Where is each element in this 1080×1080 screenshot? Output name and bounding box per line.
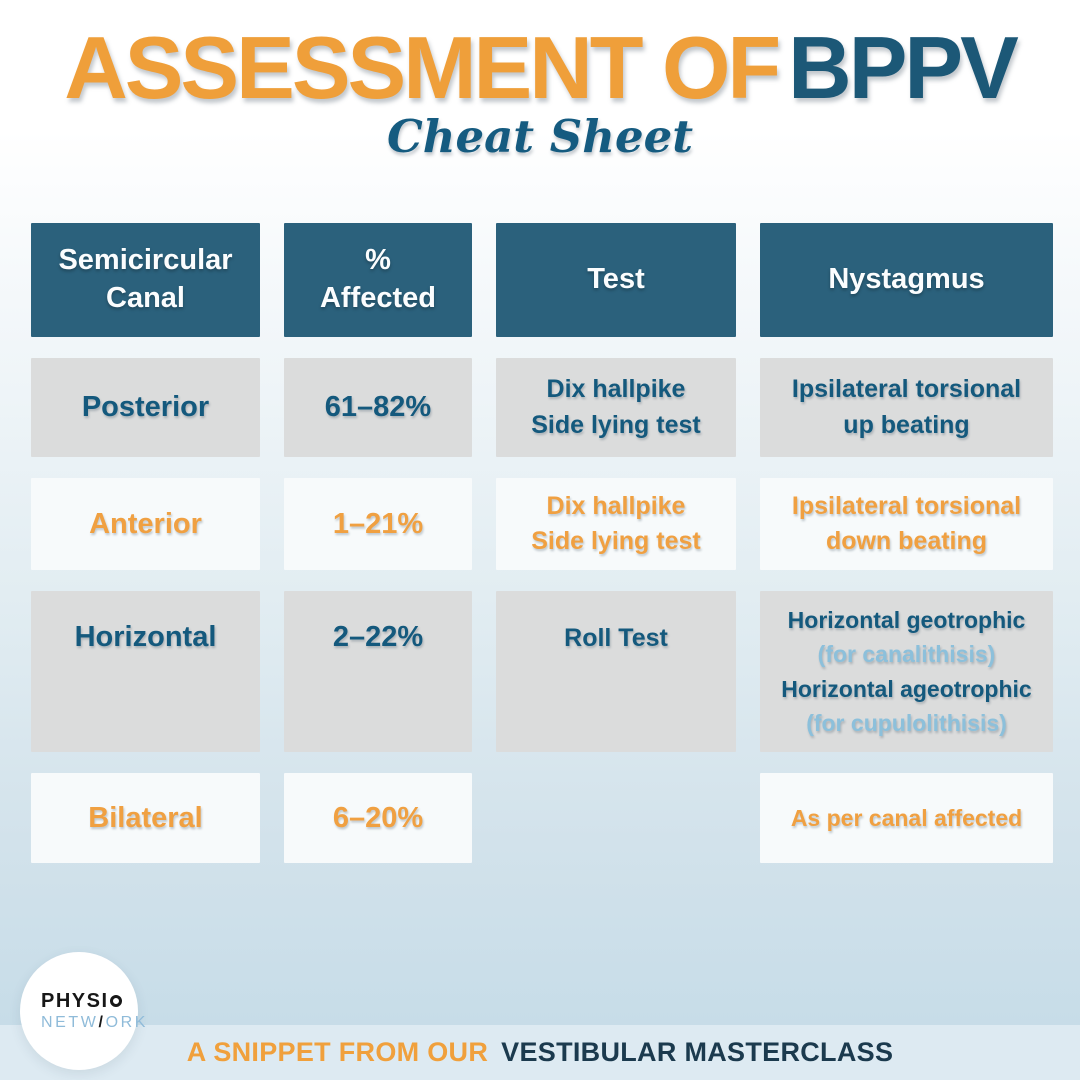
logo-physio-text: PHYSI xyxy=(41,989,109,1012)
header-line: Canal xyxy=(106,282,185,314)
cell-horizontal-test: Roll Test xyxy=(496,591,736,752)
cell-horizontal-affected: 2–22% xyxy=(284,591,472,752)
cell-horizontal-canal: Horizontal xyxy=(31,591,260,752)
nystagmus-line: up beating xyxy=(843,410,970,439)
header-test: Test xyxy=(496,223,736,337)
header-percent-affected: % Affected xyxy=(284,223,472,337)
cell-bilateral-test-empty xyxy=(496,773,736,863)
footer-snippet-text: A SNIPPET FROM OUR xyxy=(186,1037,489,1067)
header-line: Nystagmus xyxy=(828,263,985,296)
logo-physio-line: PHYSI xyxy=(41,990,138,1013)
cell-posterior-canal: Posterior xyxy=(31,358,260,457)
logo-slash: / xyxy=(98,1013,106,1031)
nystagmus-subline: (for canalithisis) xyxy=(817,641,996,667)
header-line: Test xyxy=(587,263,645,296)
header-nystagmus: Nystagmus xyxy=(760,223,1053,337)
header-line: % xyxy=(365,244,391,277)
test-line: Side lying test xyxy=(531,527,701,555)
cell-bilateral-affected: 6–20% xyxy=(284,773,472,863)
header-line: Affected xyxy=(319,282,436,314)
nystagmus-subline: (for cupulolithisis) xyxy=(806,710,1007,736)
nystagmus-line: down beating xyxy=(825,527,988,555)
test-line: Dix hallpike xyxy=(546,491,686,520)
cell-horizontal-nystagmus: Horizontal geotrophic (for canalithisis)… xyxy=(760,591,1053,752)
title-block: ASSESSMENT OF BPPV Cheat Sheet xyxy=(0,24,1080,164)
header-semicircular-canal: Semicircular Canal xyxy=(31,223,260,337)
logo-network-text: ORK xyxy=(105,1013,149,1031)
cell-posterior-affected: 61–82% xyxy=(284,358,472,457)
footer-masterclass-text: VESTIBULAR MASTERCLASS xyxy=(501,1037,894,1067)
cell-bilateral-nystagmus: As per canal affected xyxy=(760,773,1053,863)
physio-network-logo: PHYSI NETW/ORK xyxy=(20,952,145,1070)
footer-bar: A SNIPPET FROM OUR VESTIBULAR MASTERCLAS… xyxy=(0,1025,1080,1080)
cell-anterior-test: Dix hallpike Side lying test xyxy=(496,478,736,570)
page-title: ASSESSMENT OF BPPV xyxy=(0,24,1080,112)
cell-anterior-affected: 1–21% xyxy=(284,478,472,570)
nystagmus-line: Ipsilateral torsional xyxy=(791,375,1022,403)
test-line: Dix hallpike xyxy=(546,375,686,403)
cell-posterior-nystagmus: Ipsilateral torsional up beating xyxy=(760,358,1053,457)
nystagmus-line: Ipsilateral torsional xyxy=(791,491,1022,520)
title-assessment-of: ASSESSMENT OF xyxy=(64,18,781,117)
magnifier-o-icon xyxy=(109,995,122,1007)
title-bppv: BPPV xyxy=(788,18,1019,117)
cell-bilateral-canal: Bilateral xyxy=(31,773,260,863)
header-line: Semicircular xyxy=(58,244,233,277)
bppv-table: Semicircular Canal % Affected Test Nysta… xyxy=(31,223,1053,863)
logo-network-line: NETW/ORK xyxy=(41,1013,145,1033)
test-line: Side lying test xyxy=(531,410,701,439)
cell-posterior-test: Dix hallpike Side lying test xyxy=(496,358,736,457)
cell-anterior-nystagmus: Ipsilateral torsional down beating xyxy=(760,478,1053,570)
logo-network-text: NETW xyxy=(41,1013,99,1031)
cell-anterior-canal: Anterior xyxy=(31,478,260,570)
nystagmus-line: Horizontal ageotrophic xyxy=(781,675,1032,702)
nystagmus-line: Horizontal geotrophic xyxy=(787,606,1026,633)
page-subtitle: Cheat Sheet xyxy=(386,110,694,163)
